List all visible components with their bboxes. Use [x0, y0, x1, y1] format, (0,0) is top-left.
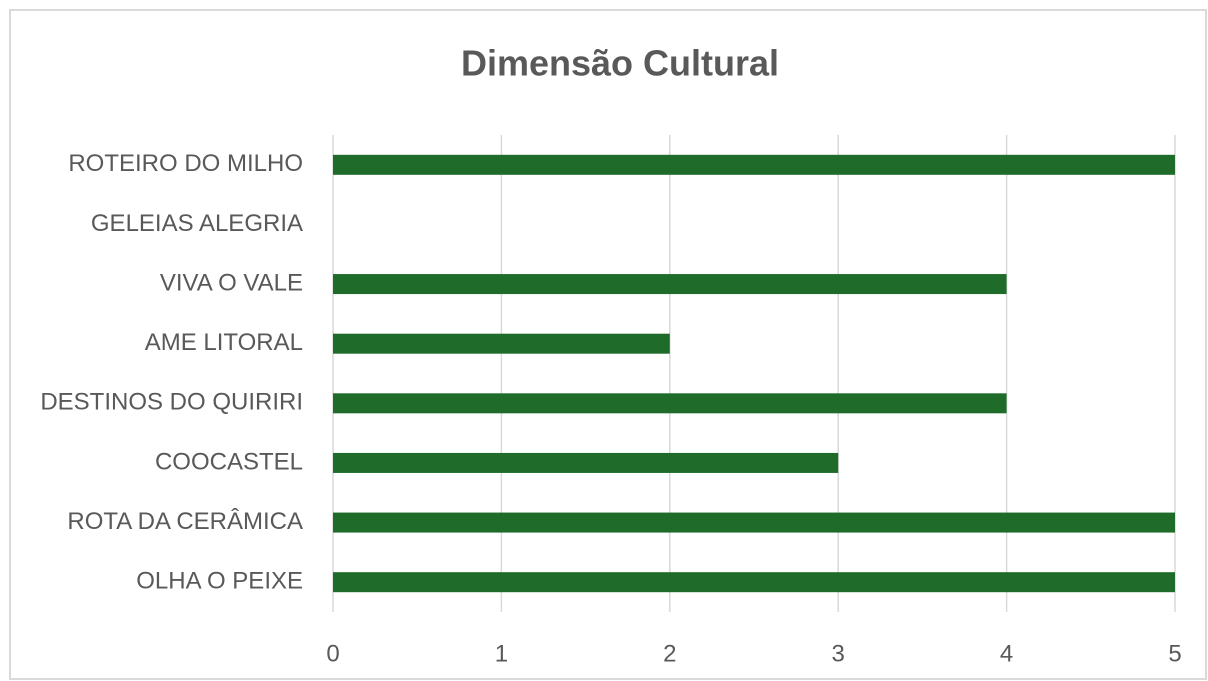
chart-title: Dimensão Cultural [461, 43, 779, 84]
y-tick-label: ROTA DA CERÂMICA [67, 508, 303, 535]
y-tick-label: OLHA O PEIXE [136, 568, 303, 595]
x-tick-label: 4 [1000, 640, 1013, 667]
x-tick-label: 3 [832, 640, 845, 667]
bar [333, 452, 839, 473]
y-tick-label: COOCASTEL [155, 448, 303, 475]
bar [333, 572, 1175, 593]
bar [333, 154, 1175, 175]
y-tick-label: GELEIAS ALEGRIA [91, 210, 303, 237]
y-tick-label: ROTEIRO DO MILHO [68, 150, 303, 177]
y-tick-label: AME LITORAL [145, 329, 303, 356]
y-tick-label: DESTINOS DO QUIRIRI [40, 389, 303, 416]
x-tick-label: 2 [663, 640, 676, 667]
x-tick-label: 0 [326, 640, 339, 667]
bar [333, 333, 670, 354]
bar [333, 393, 1007, 414]
x-tick-label: 1 [495, 640, 508, 667]
bar [333, 274, 1007, 295]
x-tick-label: 5 [1168, 640, 1181, 667]
bar [333, 512, 1175, 533]
y-tick-label: VIVA O VALE [160, 269, 303, 296]
